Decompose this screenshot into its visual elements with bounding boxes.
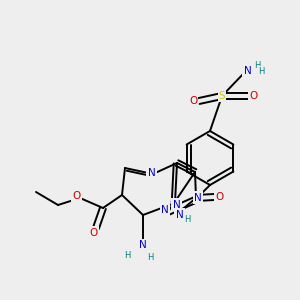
Text: N: N <box>172 200 180 209</box>
Text: O: O <box>189 96 197 106</box>
Text: H: H <box>124 250 130 260</box>
Text: H: H <box>184 214 190 224</box>
Text: N: N <box>194 193 202 202</box>
Text: N: N <box>139 240 147 250</box>
Text: O: O <box>89 227 98 238</box>
Text: S: S <box>219 91 225 101</box>
Text: N: N <box>161 205 169 214</box>
Text: N: N <box>244 65 251 76</box>
Text: O: O <box>215 192 223 202</box>
Text: O: O <box>249 91 257 101</box>
Text: O: O <box>72 190 80 201</box>
Text: H: H <box>254 61 260 70</box>
Text: H: H <box>147 254 153 262</box>
Text: H: H <box>258 67 264 76</box>
Text: N: N <box>148 167 155 178</box>
Text: N: N <box>176 209 183 220</box>
